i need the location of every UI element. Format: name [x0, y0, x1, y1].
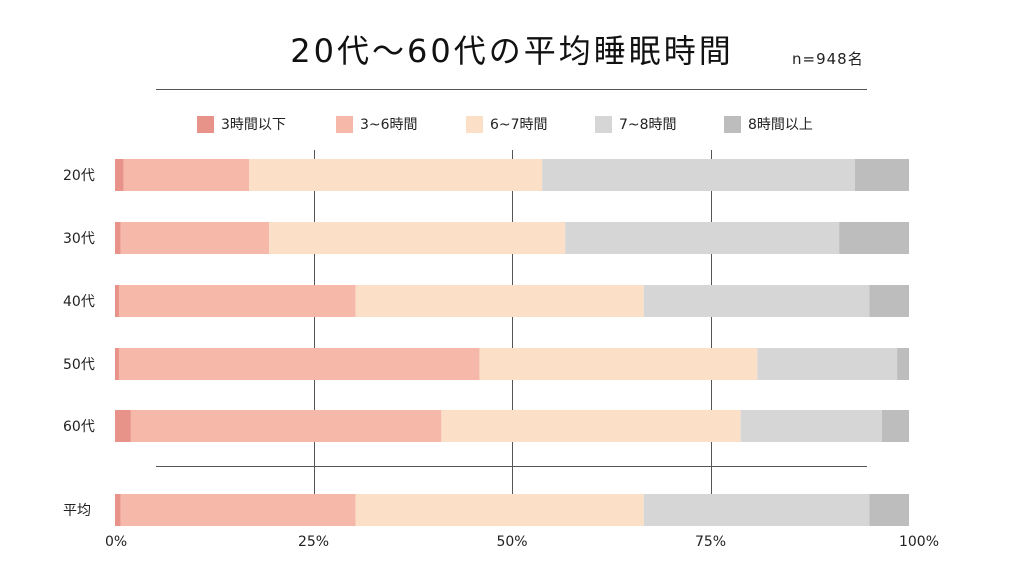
legend-swatch-under-3h: [197, 115, 214, 133]
bar-1-segment-2: [269, 222, 566, 254]
bar-4-segment-0: [115, 410, 131, 442]
legend-item-3-6h: 3~6時間: [336, 114, 418, 134]
bar-4-segment-3: [740, 410, 882, 442]
bar-2-segment-1: [118, 285, 356, 317]
bar-3-segment-4: [897, 348, 909, 380]
sample-size: n=948名: [792, 50, 864, 68]
legend-swatch-7-8h: [595, 115, 612, 133]
bar-1-segment-3: [565, 222, 840, 254]
x-tick-label-4: 100%: [899, 534, 939, 550]
bar-5-segment-4: [869, 494, 909, 526]
legend-label-3-6h: 3~6時間: [360, 117, 418, 133]
category-label-0: 20代: [63, 168, 95, 184]
bar-4-segment-2: [441, 410, 741, 442]
bar-2-segment-2: [355, 285, 644, 317]
bar-2-segment-3: [643, 285, 870, 317]
bar-0-segment-1: [123, 159, 250, 191]
x-tick-label-3: 75%: [695, 534, 726, 550]
category-label-4: 60代: [63, 419, 95, 435]
chart-title: 20代～60代の平均睡眠時間: [290, 32, 734, 70]
x-tick-label-1: 25%: [298, 534, 329, 550]
bar-0-segment-0: [115, 159, 124, 191]
category-label-2: 40代: [63, 294, 95, 310]
x-tick-label-0: 0%: [105, 534, 127, 550]
legend-item-6-7h: 6~7時間: [466, 114, 548, 134]
bar-5-segment-1: [120, 494, 356, 526]
bar-3-segment-3: [757, 348, 898, 380]
title-divider: [156, 89, 867, 90]
bar-0-segment-2: [249, 159, 543, 191]
legend-label-over-8h: 8時間以上: [748, 117, 813, 133]
legend-label-under-3h: 3時間以下: [221, 117, 286, 133]
bar-0-segment-3: [542, 159, 856, 191]
legend-item-over-8h: 8時間以上: [724, 114, 813, 134]
legend-swatch-3-6h: [336, 115, 353, 133]
bar-4-segment-4: [882, 410, 909, 442]
bar-1-segment-0: [115, 222, 121, 254]
bar-0-segment-4: [855, 159, 909, 191]
category-label-1: 30代: [63, 231, 95, 247]
legend-swatch-6-7h: [466, 115, 483, 133]
bar-5-segment-2: [355, 494, 644, 526]
legend-label-7-8h: 7~8時間: [619, 117, 677, 133]
bar-5-segment-3: [643, 494, 870, 526]
bar-5-segment-0: [115, 494, 121, 526]
bar-1-segment-1: [120, 222, 270, 254]
category-label-5: 平均: [63, 503, 91, 519]
bar-2-segment-4: [869, 285, 909, 317]
category-label-3: 50代: [63, 357, 95, 373]
x-tick-label-2: 50%: [496, 534, 527, 550]
legend-label-6-7h: 6~7時間: [490, 117, 548, 133]
bar-3-segment-0: [115, 348, 119, 380]
bar-3-segment-2: [479, 348, 758, 380]
bar-1-segment-4: [839, 222, 909, 254]
bar-3-segment-1: [118, 348, 480, 380]
legend-item-7-8h: 7~8時間: [595, 114, 677, 134]
bar-2-segment-0: [115, 285, 119, 317]
legend-swatch-over-8h: [724, 115, 741, 133]
legend-item-under-3h: 3時間以下: [197, 114, 286, 134]
bar-4-segment-1: [130, 410, 442, 442]
